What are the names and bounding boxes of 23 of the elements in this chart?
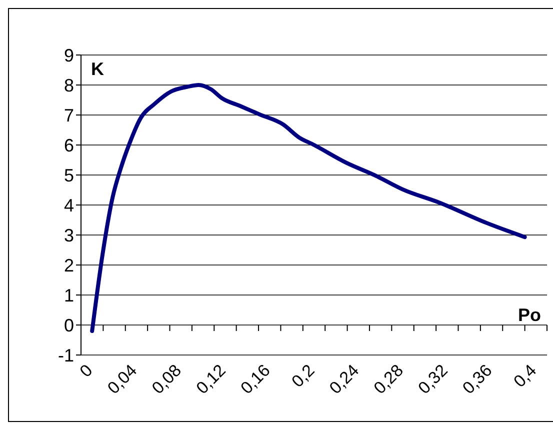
x-tick-label: 0,4 bbox=[510, 360, 540, 392]
x-tick-label: 0,28 bbox=[370, 360, 407, 398]
y-tick-label: 1 bbox=[64, 285, 74, 306]
y-axis-title: K bbox=[91, 59, 104, 79]
y-tick-label: 3 bbox=[64, 225, 74, 246]
y-tick-label: 9 bbox=[64, 45, 74, 66]
y-tick-label: 4 bbox=[64, 195, 74, 216]
y-tick-label: 7 bbox=[64, 105, 74, 126]
y-tick-label: 5 bbox=[64, 165, 74, 186]
x-tick-label: 0,04 bbox=[104, 360, 141, 398]
x-axis-title: Po bbox=[518, 305, 541, 325]
x-tick-label: 0,2 bbox=[288, 360, 318, 392]
x-tick-label: 0,12 bbox=[192, 360, 230, 398]
y-tick-label: -1 bbox=[58, 345, 74, 366]
x-tick-label: 0,08 bbox=[148, 360, 186, 398]
y-tick-label: 6 bbox=[64, 135, 74, 156]
y-tick-label: 2 bbox=[64, 255, 74, 276]
x-tick-label: 0,36 bbox=[458, 360, 496, 398]
x-tick-label: 0,16 bbox=[237, 360, 274, 398]
y-tick-label: 0 bbox=[64, 315, 74, 336]
x-tick-label: 0,24 bbox=[326, 360, 363, 398]
x-tick-label: 0,32 bbox=[414, 360, 452, 398]
y-tick-label: 8 bbox=[64, 75, 74, 96]
